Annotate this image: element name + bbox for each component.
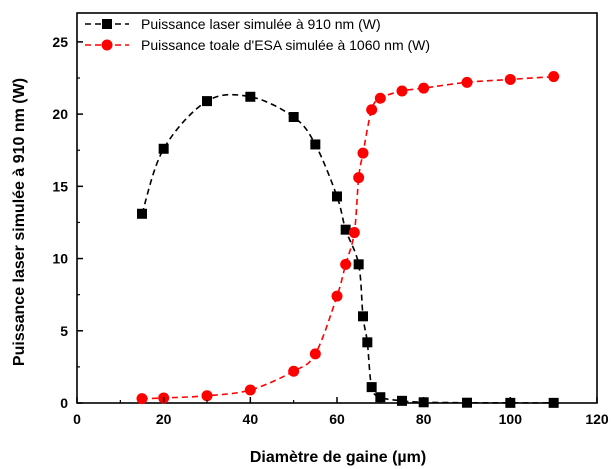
series-markers [136,71,560,408]
y-tick-label: 15 [52,178,68,194]
x-tick-label: 20 [156,411,172,427]
data-point-circle [340,258,352,270]
y-tick-label: 10 [52,251,68,267]
data-point-circle [288,365,300,377]
y-axis-title: Puissance laser simulée à 910 nm (W) [11,78,28,366]
data-point-circle [309,348,321,360]
x-tick-label: 0 [73,411,81,427]
legend-label-2: Puissance toale d'ESA simulée à 1060 nm … [141,37,430,53]
plot-area [76,12,598,404]
data-point-square [358,311,368,322]
data-point-circle [461,76,473,88]
y-tick-label: 20 [52,106,68,122]
data-point-circle [396,85,408,97]
series-line-2 [141,75,554,400]
x-tick-label: 120 [585,411,609,427]
y-tick-label: 25 [52,34,68,50]
data-point-square [362,337,373,348]
series-line-1 [141,93,554,404]
data-point-square [332,191,342,202]
data-point-circle [357,147,369,159]
x-tick-label: 100 [499,411,523,427]
data-point-circle [374,92,386,104]
x-tick-label: 80 [416,411,432,427]
data-point-square [310,139,321,150]
data-point-square [397,395,407,406]
data-point-square [288,112,299,122]
legend: Puissance laser simulée à 910 nm (W) Puis… [85,16,430,53]
legend-marker-square [102,19,112,29]
y-tick-label: 5 [60,323,68,339]
y-tick-label: 0 [60,395,68,411]
x-tick-label: 60 [329,411,345,427]
legend-marker-circle [101,39,113,51]
data-point-square [340,224,351,235]
y-axis-ticks: 0 5 10 15 20 25 [52,34,83,411]
data-point-circle [418,82,430,94]
data-point-square [137,208,147,219]
x-tick-label: 40 [243,411,259,427]
data-point-square [158,143,169,154]
data-point-circle [548,71,560,83]
plot-frame [76,12,598,404]
data-point-circle [504,73,516,85]
data-point-circle [353,172,365,184]
series-lines [141,75,554,404]
data-point-circle [136,393,148,405]
data-point-square [245,91,256,102]
x-axis-ticks: 0 20 40 60 80 100 120 [73,397,609,427]
data-point-circle [331,290,343,302]
data-point-circle [348,227,360,239]
data-point-square [366,382,377,393]
data-point-square [353,259,364,270]
legend-label-1: Puissance laser simulée à 910 nm (W) [141,16,381,32]
data-point-circle [244,384,256,396]
data-point-square [375,392,386,403]
x-axis-title: Diamètre de gaine (µm) [250,449,426,466]
data-point-circle [201,390,213,402]
data-point-circle [366,104,378,116]
data-point-square [202,96,212,107]
